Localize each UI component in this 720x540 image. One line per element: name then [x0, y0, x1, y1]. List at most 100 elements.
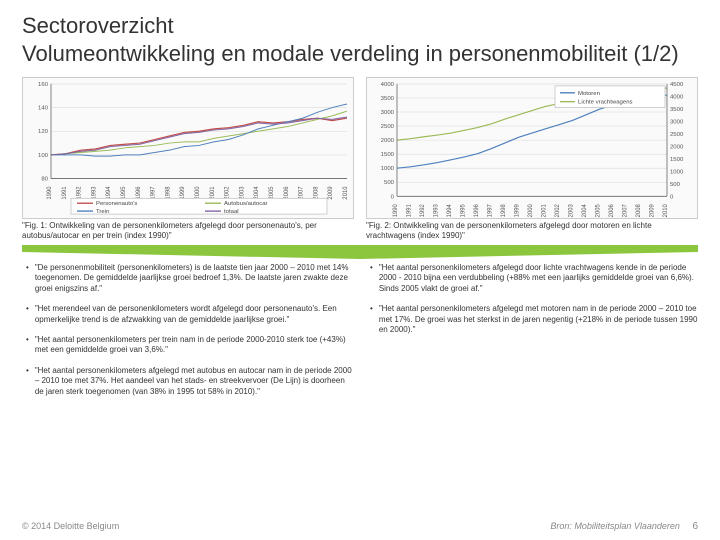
svg-text:1994: 1994: [447, 204, 453, 218]
bullet-marker: •: [22, 335, 29, 356]
title-line-2: Volumeontwikkeling en modale verdeling i…: [22, 40, 698, 68]
svg-text:4000: 4000: [381, 82, 395, 88]
bullet-text: "Het aantal personenkilometers afgelegd …: [379, 304, 698, 335]
svg-text:1999: 1999: [180, 186, 186, 200]
svg-text:2007: 2007: [622, 204, 628, 217]
svg-text:2000: 2000: [195, 186, 201, 200]
bullet-marker: •: [366, 263, 373, 294]
svg-text:2006: 2006: [284, 186, 290, 200]
charts-row: 80 100 120 140 160 1990 1991 1992 1993 1994 1995 19…: [0, 75, 720, 219]
bullet-text: "Het aantal personenkilometers afgelegd …: [35, 366, 354, 397]
svg-text:2000: 2000: [670, 144, 684, 150]
bullet-text: "Het merendeel van de personenkilometers…: [35, 304, 354, 325]
svg-text:1993: 1993: [433, 204, 439, 218]
svg-text:2004: 2004: [254, 186, 260, 200]
bullet-text: "De personenmobiliteit (personenkilomete…: [35, 263, 354, 294]
svg-text:4000: 4000: [670, 94, 684, 100]
bullet-item: •"Het aantal personenkilometers afgelegd…: [22, 366, 354, 397]
svg-text:2005: 2005: [269, 186, 275, 200]
svg-text:2009: 2009: [649, 204, 655, 218]
svg-text:2006: 2006: [609, 204, 615, 218]
svg-text:1990: 1990: [393, 204, 399, 218]
svg-text:1000: 1000: [670, 169, 684, 175]
svg-text:1993: 1993: [91, 186, 97, 200]
svg-text:2002: 2002: [225, 186, 231, 199]
svg-text:Personenauto's: Personenauto's: [96, 201, 137, 207]
svg-text:2005: 2005: [595, 204, 601, 218]
svg-text:2002: 2002: [555, 204, 561, 217]
chart-2: 0500100015002000250030003500400005001000…: [366, 77, 698, 219]
bullet-marker: •: [22, 366, 29, 397]
svg-text:Motoren: Motoren: [578, 91, 600, 97]
bullet-item: •"De personenmobiliteit (personenkilomet…: [22, 263, 354, 294]
svg-text:Lichte vrachtwagens: Lichte vrachtwagens: [578, 100, 633, 106]
svg-text:2010: 2010: [343, 186, 349, 200]
svg-text:2001: 2001: [541, 204, 547, 218]
svg-text:1999: 1999: [514, 204, 520, 218]
svg-text:3500: 3500: [670, 107, 684, 113]
svg-text:3000: 3000: [670, 119, 684, 125]
chart-1: 80 100 120 140 160 1990 1991 1992 1993 1994 1995 19…: [22, 77, 354, 219]
footer: © 2014 Deloitte Belgium Bron: Mobiliteit…: [22, 521, 698, 532]
svg-text:1500: 1500: [381, 152, 395, 158]
svg-text:1500: 1500: [670, 157, 684, 163]
svg-text:1000: 1000: [381, 166, 395, 172]
svg-text:1991: 1991: [406, 204, 412, 218]
svg-text:2500: 2500: [381, 124, 395, 130]
svg-text:2010: 2010: [663, 204, 669, 218]
svg-text:1994: 1994: [106, 186, 112, 200]
svg-text:3500: 3500: [381, 96, 395, 102]
svg-text:100: 100: [38, 153, 49, 159]
bullet-item: • "Het aantal personenkilometers per trei…: [22, 335, 354, 356]
slide-header: Sectoroverzicht Volumeontwikkeling en mo…: [0, 0, 720, 75]
svg-text:2000: 2000: [381, 138, 395, 144]
source: Bron: Mobiliteitsplan Vlaanderen: [550, 521, 680, 531]
svg-text:1998: 1998: [501, 204, 507, 218]
svg-text:1997: 1997: [487, 204, 493, 217]
divider: [22, 245, 698, 259]
svg-text:2007: 2007: [299, 186, 305, 199]
svg-text:4500: 4500: [670, 82, 684, 88]
svg-text:1992: 1992: [77, 186, 83, 199]
svg-text:2009: 2009: [328, 186, 334, 200]
bullet-item: •"Het aantal personenkilometers afgelegd…: [366, 263, 698, 294]
bullet-item: •"Het aantal personenkilometers afgelegd…: [366, 304, 698, 335]
svg-text:500: 500: [384, 180, 395, 186]
svg-text:140: 140: [38, 106, 49, 112]
title-line-1: Sectoroverzicht: [22, 12, 698, 40]
bullet-item: • "Het merendeel van de personenkilometer…: [22, 304, 354, 325]
copyright: © 2014 Deloitte Belgium: [22, 521, 119, 531]
svg-text:2001: 2001: [210, 186, 216, 200]
page-number: 6: [692, 521, 698, 532]
svg-text:1991: 1991: [62, 186, 68, 200]
bullet-text: "Het aantal personenkilometers afgelegd …: [379, 263, 698, 294]
svg-text:1995: 1995: [121, 186, 127, 200]
bullets-right-col: •"Het aantal personenkilometers afgelegd…: [366, 263, 698, 407]
svg-text:80: 80: [41, 177, 48, 183]
chart-2-caption: "Fig. 2: Ontwikkeling van de personenkil…: [366, 221, 698, 241]
svg-text:totaal: totaal: [224, 209, 239, 215]
svg-text:1996: 1996: [474, 204, 480, 218]
svg-text:2003: 2003: [568, 204, 574, 218]
bullet-text: "Het aantal personenkilometers per trein…: [35, 335, 354, 356]
svg-text:2008: 2008: [636, 204, 642, 218]
svg-text:3000: 3000: [381, 110, 395, 116]
svg-text:2004: 2004: [582, 204, 588, 218]
svg-text:2000: 2000: [528, 204, 534, 218]
svg-text:1995: 1995: [460, 204, 466, 218]
bullet-marker: •: [366, 304, 373, 335]
svg-text:Trein: Trein: [96, 209, 109, 215]
bullet-marker: •: [22, 263, 29, 294]
svg-text:2008: 2008: [313, 186, 319, 200]
svg-text:1996: 1996: [136, 186, 142, 200]
svg-text:120: 120: [38, 129, 49, 135]
bullet-marker: •: [22, 304, 29, 325]
svg-text:1990: 1990: [47, 186, 53, 200]
svg-text:160: 160: [38, 82, 49, 88]
svg-text:1997: 1997: [151, 186, 157, 199]
chart-1-caption: "Fig. 1: Ontwikkeling van de personenkil…: [22, 221, 354, 241]
svg-text:2003: 2003: [239, 186, 245, 200]
svg-text:Autobus/autocar: Autobus/autocar: [224, 201, 268, 207]
svg-text:1992: 1992: [420, 204, 426, 217]
bullets-left-col: •"De personenmobiliteit (personenkilomet…: [22, 263, 354, 407]
